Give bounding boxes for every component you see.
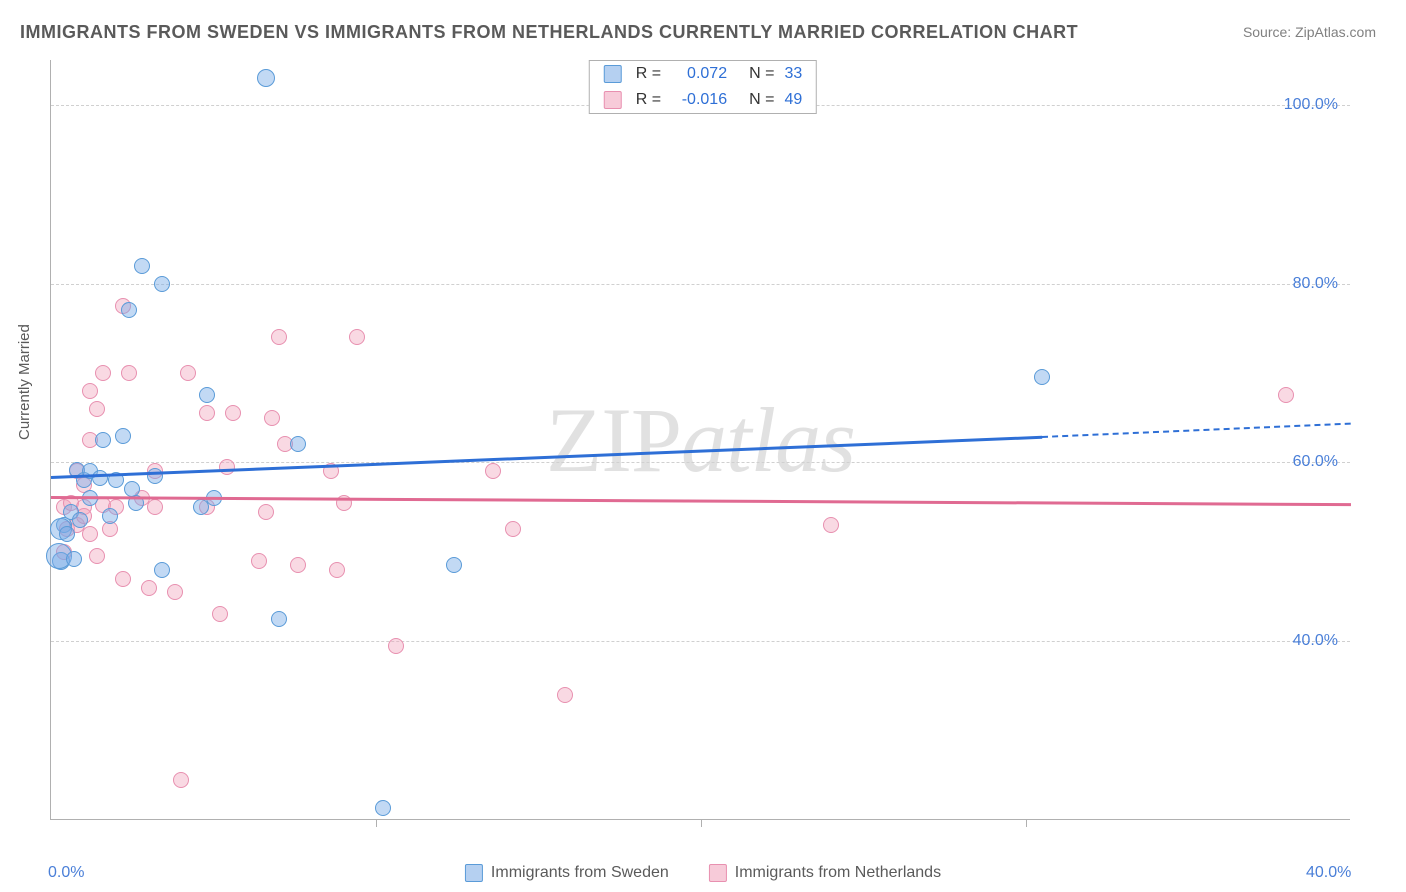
y-tick-label: 100.0% — [1284, 96, 1338, 114]
x-tick-mark — [1026, 819, 1027, 827]
y-tick-label: 60.0% — [1293, 453, 1338, 471]
scatter-point — [59, 526, 75, 542]
r-label: R = — [636, 91, 661, 109]
x-tick-mark — [376, 819, 377, 827]
legend-top: R = 0.072 N = 33 R = -0.016 N = 49 — [589, 60, 817, 114]
swatch-blue-icon — [465, 864, 483, 882]
swatch-pink-icon — [604, 91, 622, 109]
scatter-point — [271, 611, 287, 627]
legend-item-netherlands: Immigrants from Netherlands — [709, 864, 941, 882]
scatter-point — [89, 548, 105, 564]
scatter-point — [199, 405, 215, 421]
x-tick-label: 0.0% — [48, 864, 84, 882]
scatter-point — [173, 772, 189, 788]
scatter-point — [388, 638, 404, 654]
scatter-point — [446, 557, 462, 573]
scatter-point — [95, 432, 111, 448]
scatter-point — [485, 463, 501, 479]
scatter-point — [72, 512, 88, 528]
chart-title: IMMIGRANTS FROM SWEDEN VS IMMIGRANTS FRO… — [20, 22, 1078, 43]
r-value: -0.016 — [671, 91, 727, 109]
gridline — [51, 284, 1350, 285]
scatter-point — [1034, 369, 1050, 385]
r-label: R = — [636, 65, 661, 83]
scatter-point — [1278, 387, 1294, 403]
scatter-point — [180, 365, 196, 381]
watermark: ZIPatlas — [546, 387, 855, 493]
legend-top-row: R = -0.016 N = 49 — [590, 87, 816, 113]
scatter-point — [349, 329, 365, 345]
legend-item-sweden: Immigrants from Sweden — [465, 864, 669, 882]
scatter-point — [375, 800, 391, 816]
n-value: 33 — [784, 65, 802, 83]
swatch-pink-icon — [709, 864, 727, 882]
r-value: 0.072 — [671, 65, 727, 83]
scatter-point — [557, 687, 573, 703]
scatter-point — [82, 383, 98, 399]
legend-top-row: R = 0.072 N = 33 — [590, 61, 816, 87]
y-tick-label: 40.0% — [1293, 632, 1338, 650]
legend-bottom: Immigrants from Sweden Immigrants from N… — [465, 864, 941, 882]
y-tick-label: 80.0% — [1293, 275, 1338, 293]
legend-label: Immigrants from Sweden — [491, 864, 669, 882]
scatter-point — [121, 302, 137, 318]
trendline — [1042, 422, 1351, 437]
scatter-point — [89, 401, 105, 417]
trendline — [51, 436, 1042, 479]
scatter-point — [823, 517, 839, 533]
scatter-point — [257, 69, 275, 87]
n-label: N = — [749, 91, 774, 109]
trendline — [51, 496, 1351, 506]
scatter-point — [115, 571, 131, 587]
scatter-point — [251, 553, 267, 569]
scatter-point — [199, 387, 215, 403]
scatter-point — [290, 557, 306, 573]
n-value: 49 — [784, 91, 802, 109]
scatter-point — [219, 459, 235, 475]
scatter-point — [147, 468, 163, 484]
scatter-point — [225, 405, 241, 421]
scatter-point — [290, 436, 306, 452]
legend-label: Immigrants from Netherlands — [735, 864, 941, 882]
scatter-point — [95, 365, 111, 381]
scatter-point — [264, 410, 280, 426]
x-tick-label: 40.0% — [1306, 864, 1351, 882]
plot-area: ZIPatlas 40.0% 60.0% 80.0% 100.0% — [50, 60, 1350, 820]
watermark-b: atlas — [681, 389, 855, 491]
scatter-point — [66, 551, 82, 567]
scatter-point — [154, 562, 170, 578]
scatter-point — [154, 276, 170, 292]
swatch-blue-icon — [604, 65, 622, 83]
x-tick-mark — [701, 819, 702, 827]
scatter-point — [271, 329, 287, 345]
n-label: N = — [749, 65, 774, 83]
scatter-point — [258, 504, 274, 520]
scatter-point — [141, 580, 157, 596]
scatter-point — [102, 508, 118, 524]
scatter-point — [121, 365, 137, 381]
y-axis-label: Currently Married — [16, 324, 33, 440]
source-label: Source: ZipAtlas.com — [1243, 24, 1376, 40]
scatter-point — [147, 499, 163, 515]
scatter-point — [115, 428, 131, 444]
scatter-point — [212, 606, 228, 622]
gridline — [51, 641, 1350, 642]
watermark-a: ZIP — [546, 389, 681, 491]
scatter-point — [505, 521, 521, 537]
gridline — [51, 462, 1350, 463]
scatter-point — [134, 258, 150, 274]
scatter-point — [329, 562, 345, 578]
scatter-point — [82, 526, 98, 542]
scatter-point — [167, 584, 183, 600]
